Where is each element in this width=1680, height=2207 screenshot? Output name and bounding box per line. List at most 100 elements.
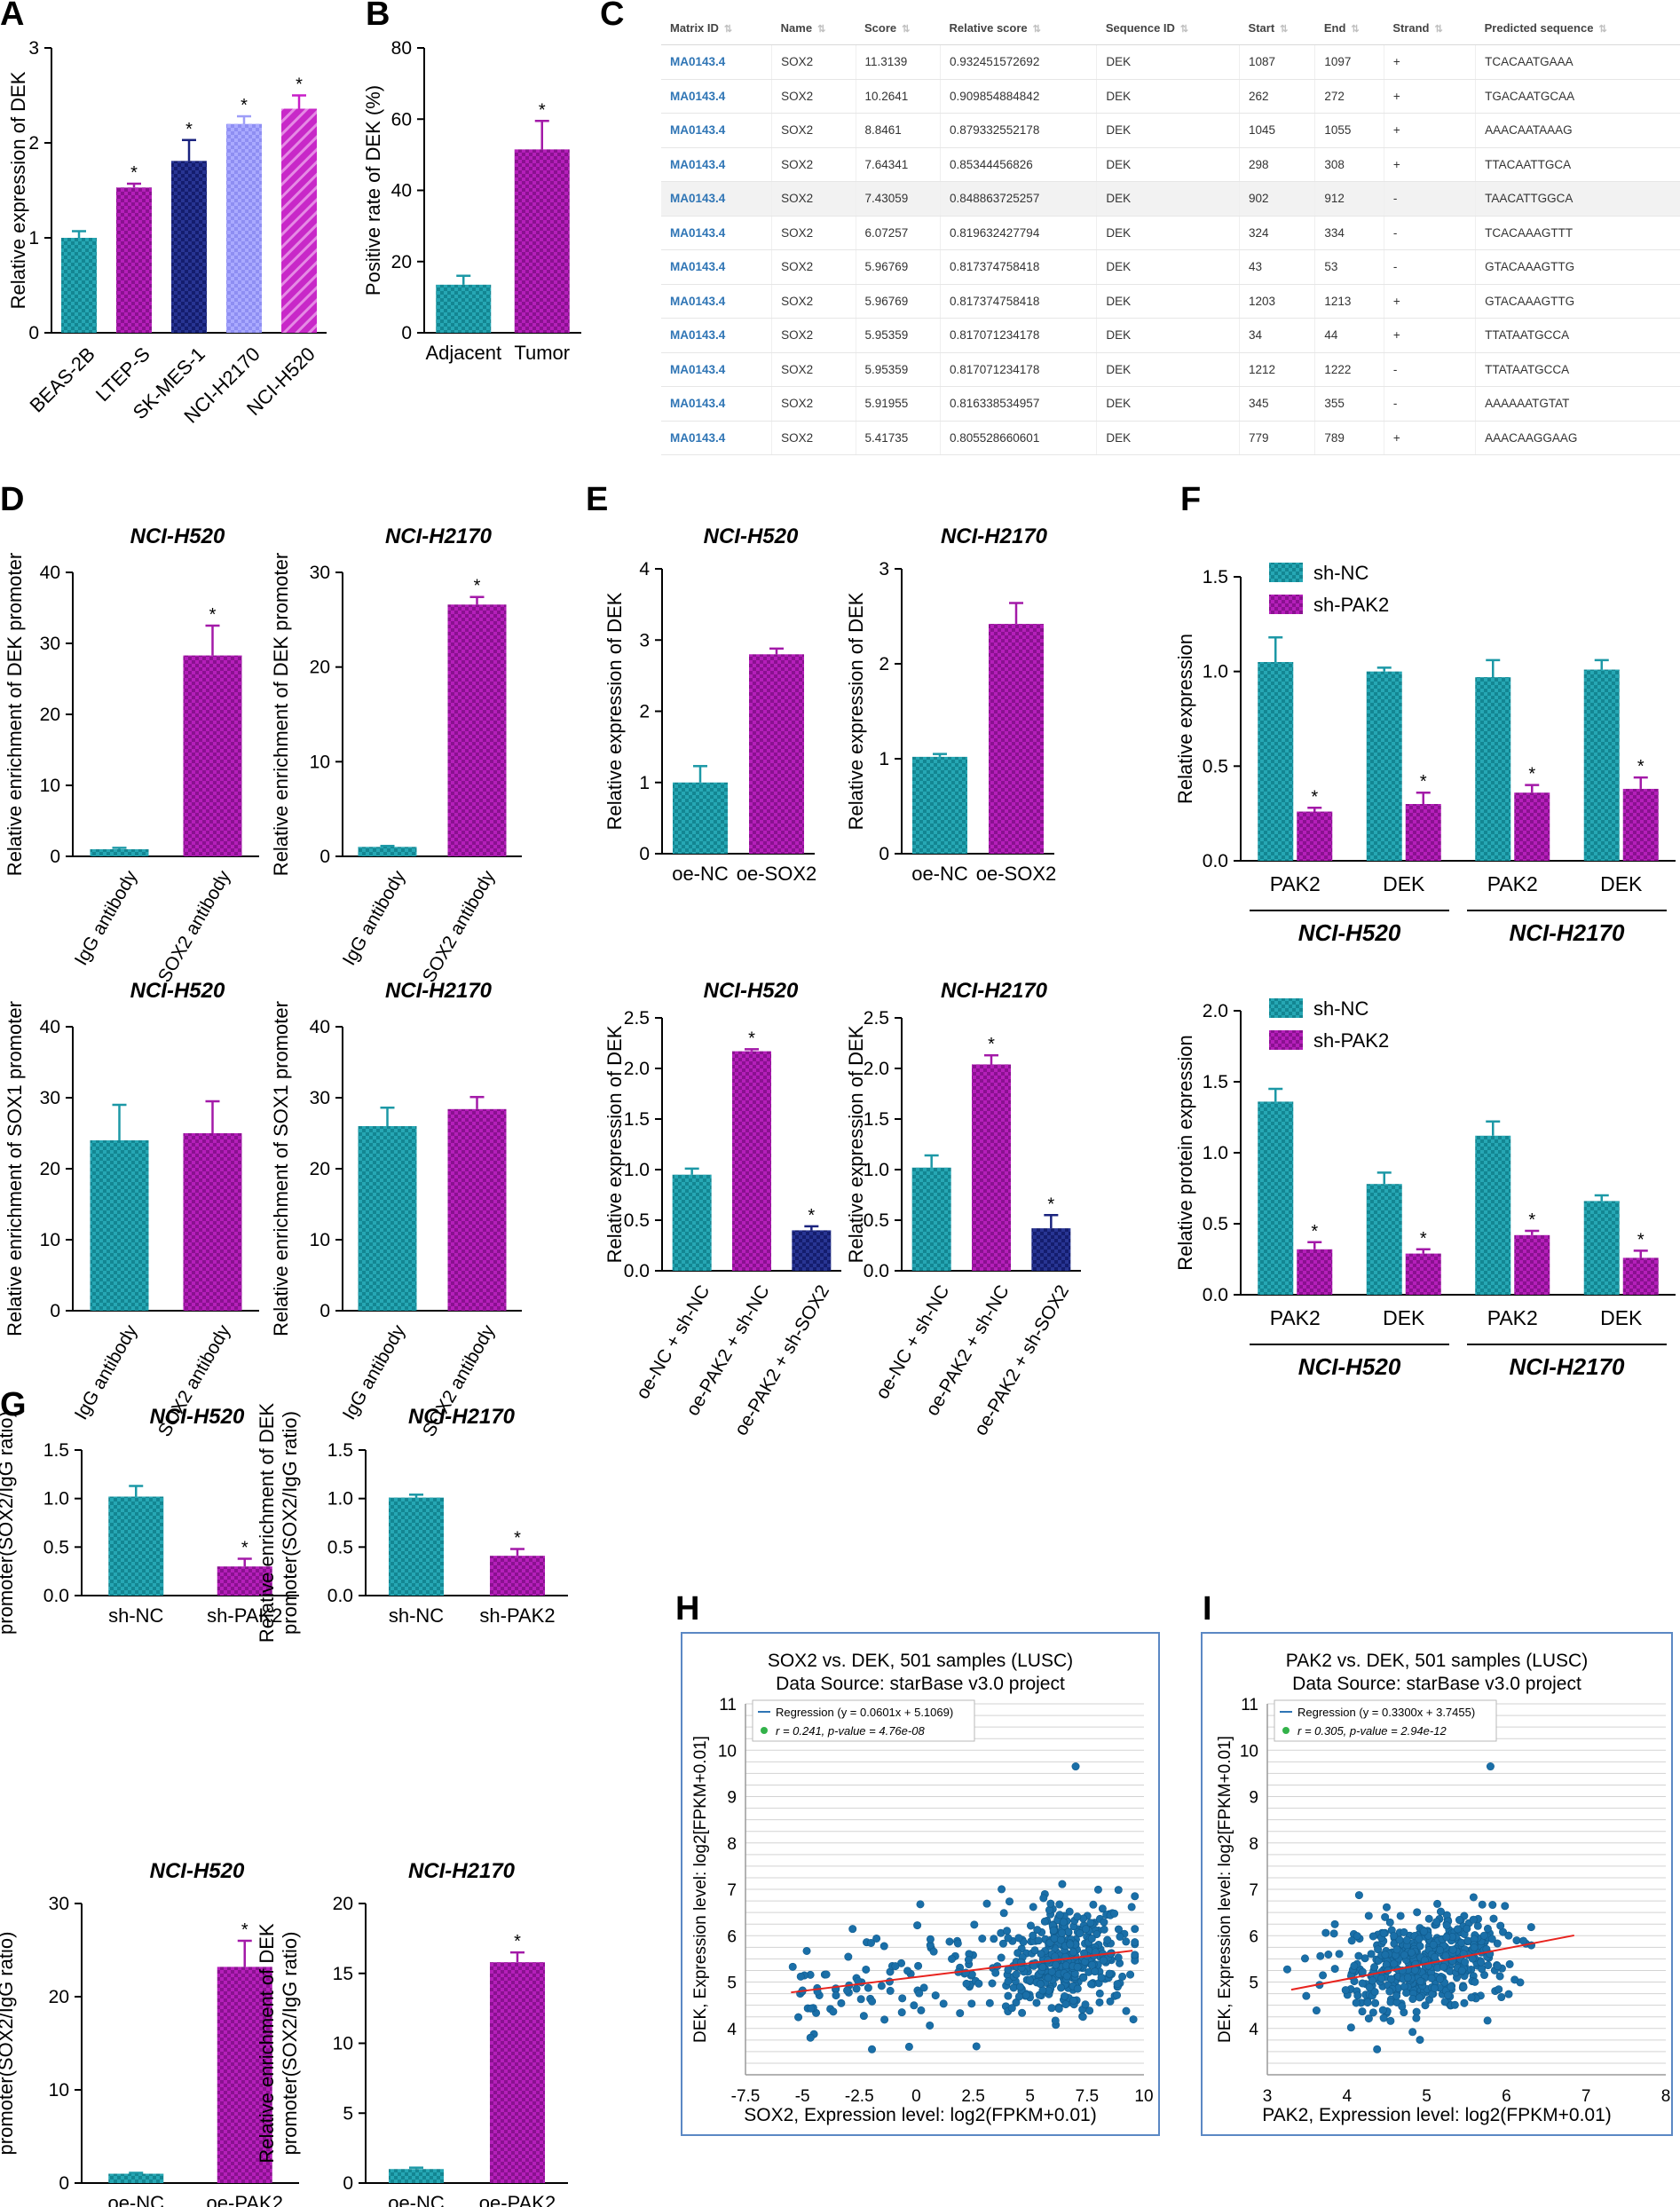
scatter-point [1353, 1991, 1362, 2000]
scatter-point [1058, 1928, 1067, 1937]
scatter-point [1396, 1911, 1405, 1920]
matrix-id-link[interactable]: MA0143.4 [661, 147, 772, 182]
matrix-id-link[interactable]: MA0143.4 [661, 284, 772, 319]
scatter-point [1364, 1911, 1373, 1920]
table-header-cell[interactable]: End ⇅ [1314, 11, 1384, 45]
scatter-point [1447, 1982, 1455, 1991]
significance-mark: * [1311, 1222, 1318, 1241]
y-tick-label: 10 [40, 776, 60, 796]
matrix-id-link[interactable]: MA0143.4 [661, 421, 772, 455]
x-tick-label: oe-SOX2 [737, 863, 817, 885]
sort-icon[interactable]: ⇅ [723, 23, 733, 35]
bar-F1-sh-PAK2-0 [1297, 811, 1333, 861]
y-tick-label: 20 [333, 1894, 353, 1914]
scatter-point [1457, 1967, 1466, 1975]
bar-E4-1 [972, 1064, 1011, 1271]
matrix-id-link[interactable]: MA0143.4 [661, 44, 772, 80]
matrix-id-link[interactable]: MA0143.4 [661, 352, 772, 387]
y-tick-label: 2 [879, 654, 889, 674]
scatter-point [1114, 1886, 1123, 1895]
table-cell: SOX2 [771, 318, 856, 353]
table-row: MA0143.4 SOX2 5.96769 0.817374758418 DEK 1203… [661, 284, 1680, 319]
bar-D3-1 [183, 1133, 242, 1311]
y-tick-label: 9 [727, 1789, 737, 1808]
table-cell: TTATAATGCCA [1475, 352, 1680, 387]
sort-icon[interactable]: ⇅ [1434, 23, 1443, 35]
bar-F2-sh-PAK2-0 [1297, 1249, 1333, 1295]
scatter-point [1069, 1948, 1077, 1957]
scatter-point [1413, 1908, 1422, 1917]
y-tick-label: 0.5 [624, 1210, 650, 1231]
table-header-cell[interactable]: Start ⇅ [1239, 11, 1315, 45]
table-cell: SOX2 [771, 113, 856, 148]
bar-F1-sh-NC-0 [1258, 662, 1294, 861]
sort-icon[interactable]: ⇅ [1280, 23, 1289, 35]
matrix-id-link[interactable]: MA0143.4 [661, 79, 772, 114]
y-tick-label: 2 [639, 702, 650, 722]
x-tick-label: oe-NC [107, 2192, 164, 2207]
y-tick-label: 0.5 [864, 1210, 889, 1231]
x-tick-label: -5 [795, 2087, 810, 2106]
significance-mark: * [748, 1029, 755, 1048]
table-cell: 1055 [1314, 113, 1384, 148]
y-tick-label: 2.5 [624, 1008, 650, 1029]
scatter-point [886, 1986, 895, 1995]
y-tick-label: 1.0 [864, 1160, 889, 1180]
sort-icon[interactable]: ⇅ [1598, 23, 1607, 35]
scatter-point [970, 1920, 979, 1929]
table-row: MA0143.4 SOX2 5.95359 0.817071234178 DEK 1212… [661, 352, 1680, 387]
table-cell: + [1383, 284, 1476, 319]
scatter-point [1113, 1990, 1122, 1999]
table-header-cell[interactable]: Strand ⇅ [1384, 11, 1476, 45]
scatter-point [872, 1934, 881, 1943]
x-tick-label: 10 [1134, 2087, 1153, 2106]
table-header-cell[interactable]: Relative score ⇅ [940, 11, 1097, 45]
matrix-id-link[interactable]: MA0143.4 [661, 386, 772, 422]
chart-G4: 0 5 10 15 20 Relative enrichment of DEK promot… [256, 1859, 568, 2207]
scatter-point [1316, 1951, 1325, 1960]
scatter-point [807, 2004, 816, 2013]
scatter-point [1103, 1935, 1112, 1944]
scatter-point [1432, 1918, 1441, 1927]
legend-box [752, 1699, 975, 1742]
bar-F2-sh-PAK2-2 [1514, 1234, 1550, 1295]
matrix-id-link[interactable]: MA0143.4 [661, 318, 772, 353]
table-header-cell[interactable]: Name ⇅ [771, 11, 856, 45]
bar-G1-0 [108, 1496, 164, 1596]
scatter-point [1504, 1990, 1513, 1998]
scatter-point [880, 2015, 889, 2024]
scatter-point [1003, 1927, 1012, 1935]
bar-E3-2 [792, 1230, 832, 1271]
scatter-point [1099, 1956, 1108, 1965]
bar-E2-1 [989, 624, 1044, 854]
matrix-id-link[interactable]: MA0143.4 [661, 113, 772, 148]
matrix-id-link[interactable]: MA0143.4 [661, 249, 772, 285]
scatter-point [1300, 1954, 1309, 1963]
matrix-id-link[interactable]: MA0143.4 [661, 216, 772, 250]
legend-box [1274, 1699, 1497, 1742]
table-header-row: Matrix ID ⇅ Name ⇅ Score ⇅ Relative score ⇅ Sequ… [661, 11, 1680, 45]
y-tick-label: 10 [40, 1230, 60, 1250]
scatter-point [1282, 1965, 1291, 1974]
sort-icon[interactable]: ⇅ [817, 23, 826, 35]
scatter-point [998, 1885, 1006, 1894]
scatter-point [939, 1999, 948, 2008]
y-axis-label: DEK, Expression level: log2[FPKM+0.01] [1216, 1736, 1234, 2043]
sort-icon[interactable]: ⇅ [902, 23, 911, 35]
chart-F1: 0.0 0.5 1.0 1.5 Relative expression * PAK2 * DEK… [1174, 562, 1676, 946]
sort-icon[interactable]: ⇅ [1032, 23, 1041, 35]
sort-icon[interactable]: ⇅ [1179, 23, 1189, 35]
chart-subtitle: Data Source: starBase v3.0 project [1292, 1674, 1581, 1694]
scatter-point [1321, 1928, 1330, 1937]
matrix-id-link[interactable]: MA0143.4 [661, 181, 772, 217]
legend-label: sh-NC [1313, 997, 1368, 1020]
table-header-cell[interactable]: Score ⇅ [856, 11, 941, 45]
table-header-cell[interactable]: Matrix ID ⇅ [661, 11, 772, 45]
table-cell: - [1383, 249, 1476, 285]
table-cell: 10.2641 [855, 79, 941, 114]
x-tick-label: SOX2 antibody [154, 867, 235, 986]
sort-icon[interactable]: ⇅ [1351, 23, 1360, 35]
table-header-cell[interactable]: Predicted sequence ⇅ [1475, 11, 1680, 45]
panel-letter-G: G [0, 1386, 27, 1423]
table-header-cell[interactable]: Sequence ID ⇅ [1096, 11, 1240, 45]
